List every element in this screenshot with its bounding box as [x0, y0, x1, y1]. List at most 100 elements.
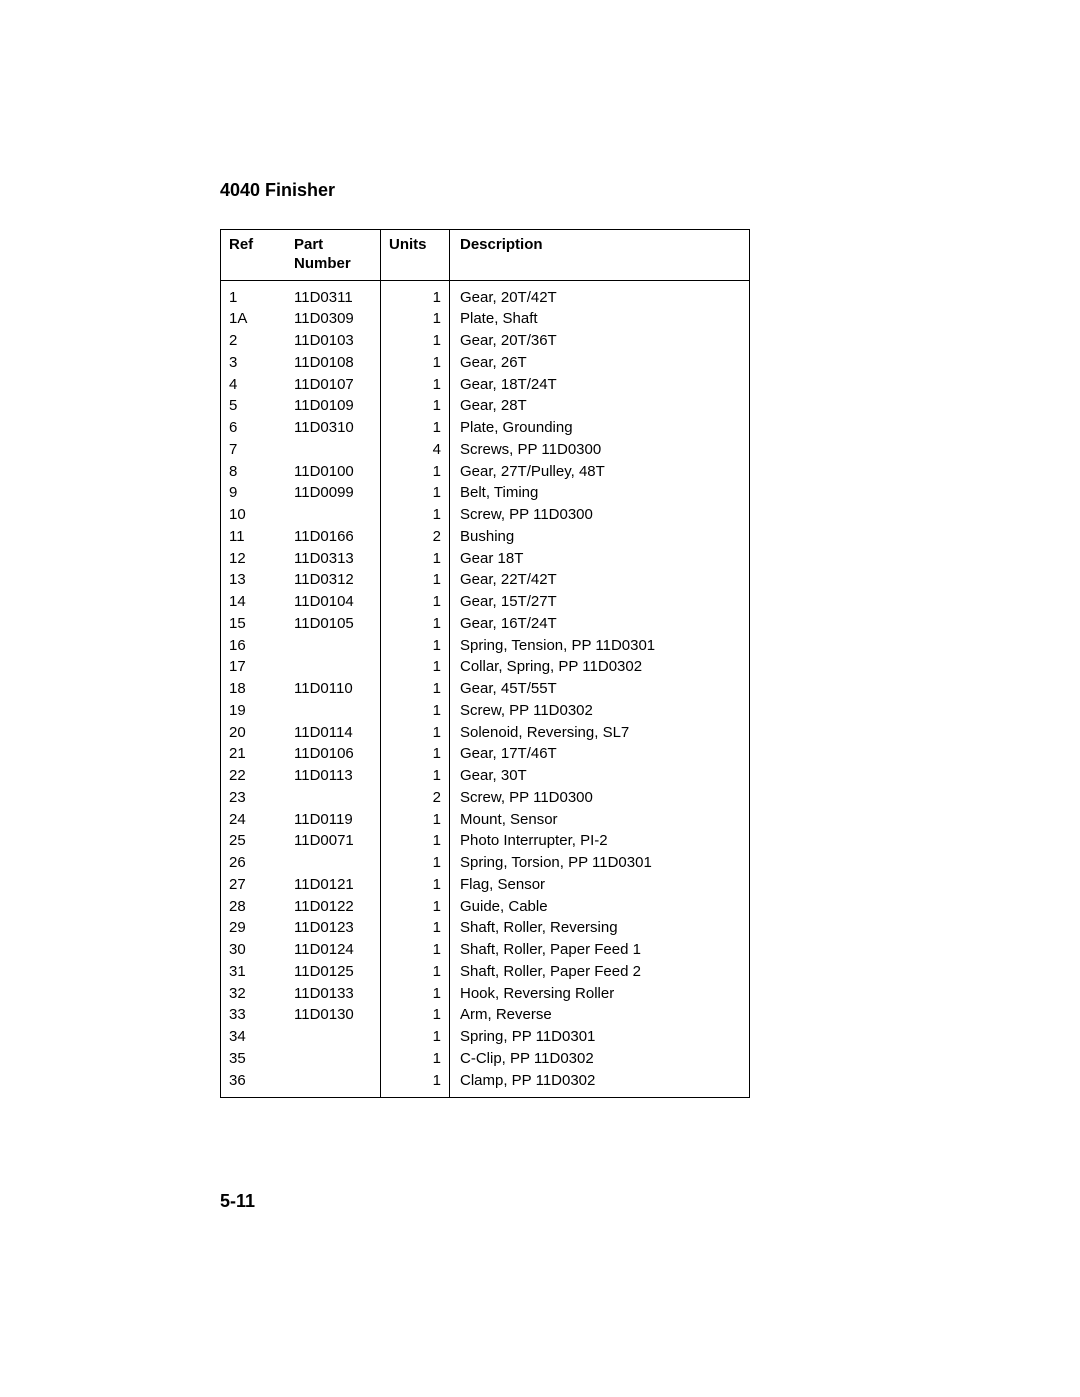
cell-description: Gear, 20T/36T [450, 330, 750, 352]
cell-description: Gear, 30T [450, 765, 750, 787]
table-row: 3311D01301Arm, Reverse [221, 1004, 750, 1026]
cell-units: 1 [381, 852, 450, 874]
table-row: 811D01001Gear, 27T/Pulley, 48T [221, 461, 750, 483]
cell-description: Gear, 18T/24T [450, 374, 750, 396]
cell-part-number: 11D0130 [294, 1004, 381, 1026]
table-row: 2111D01061Gear, 17T/46T [221, 743, 750, 765]
cell-part-number: 11D0104 [294, 591, 381, 613]
cell-description: Gear 18T [450, 548, 750, 570]
document-page: 4040 Finisher Ref Part Number Units Desc… [0, 0, 1080, 1397]
table-row: 311D01081Gear, 26T [221, 352, 750, 374]
cell-units: 2 [381, 787, 450, 809]
cell-units: 1 [381, 656, 450, 678]
cell-units: 1 [381, 1048, 450, 1070]
cell-part-number [294, 439, 381, 461]
table-row: 1211D03131Gear 18T [221, 548, 750, 570]
cell-description: Photo Interrupter, PI-2 [450, 830, 750, 852]
cell-description: C-Clip, PP 11D0302 [450, 1048, 750, 1070]
page-title: 4040 Finisher [220, 180, 860, 201]
cell-units: 1 [381, 700, 450, 722]
cell-units: 1 [381, 983, 450, 1005]
cell-ref: 22 [221, 765, 295, 787]
cell-units: 1 [381, 504, 450, 526]
header-ref: Ref [221, 230, 295, 281]
cell-description: Arm, Reverse [450, 1004, 750, 1026]
cell-ref: 21 [221, 743, 295, 765]
cell-part-number: 11D0311 [294, 280, 381, 308]
page-number: 5-11 [220, 1191, 255, 1212]
cell-description: Gear, 22T/42T [450, 569, 750, 591]
cell-units: 1 [381, 461, 450, 483]
cell-description: Gear, 15T/27T [450, 591, 750, 613]
cell-units: 1 [381, 917, 450, 939]
cell-part-number: 11D0100 [294, 461, 381, 483]
cell-description: Hook, Reversing Roller [450, 983, 750, 1005]
table-row: 361Clamp, PP 11D0302 [221, 1070, 750, 1098]
cell-part-number: 11D0125 [294, 961, 381, 983]
cell-ref: 16 [221, 635, 295, 657]
cell-ref: 15 [221, 613, 295, 635]
cell-description: Gear, 20T/42T [450, 280, 750, 308]
cell-part-number: 11D0103 [294, 330, 381, 352]
table-row: 1311D03121Gear, 22T/42T [221, 569, 750, 591]
table-row: 161Spring, Tension, PP 11D0301 [221, 635, 750, 657]
cell-part-number [294, 1026, 381, 1048]
cell-description: Spring, Tension, PP 11D0301 [450, 635, 750, 657]
cell-part-number: 11D0124 [294, 939, 381, 961]
cell-description: Gear, 16T/24T [450, 613, 750, 635]
cell-units: 1 [381, 939, 450, 961]
cell-ref: 12 [221, 548, 295, 570]
table-row: 1111D01662Bushing [221, 526, 750, 548]
cell-units: 1 [381, 722, 450, 744]
cell-part-number: 11D0108 [294, 352, 381, 374]
cell-units: 1 [381, 743, 450, 765]
table-row: 191Screw, PP 11D0302 [221, 700, 750, 722]
cell-part-number: 11D0133 [294, 983, 381, 1005]
cell-units: 4 [381, 439, 450, 461]
cell-ref: 17 [221, 656, 295, 678]
cell-description: Plate, Grounding [450, 417, 750, 439]
table-row: 111D03111Gear, 20T/42T [221, 280, 750, 308]
cell-ref: 33 [221, 1004, 295, 1026]
cell-units: 1 [381, 1026, 450, 1048]
cell-ref: 10 [221, 504, 295, 526]
cell-ref: 28 [221, 896, 295, 918]
table-row: 611D03101Plate, Grounding [221, 417, 750, 439]
cell-ref: 32 [221, 983, 295, 1005]
cell-part-number [294, 1070, 381, 1098]
cell-part-number: 11D0106 [294, 743, 381, 765]
cell-description: Belt, Timing [450, 482, 750, 504]
parts-table: Ref Part Number Units Description 111D03… [220, 229, 750, 1098]
table-row: 2211D01131Gear, 30T [221, 765, 750, 787]
cell-description: Gear, 17T/46T [450, 743, 750, 765]
cell-description: Gear, 26T [450, 352, 750, 374]
cell-units: 1 [381, 678, 450, 700]
table-row: 911D00991Belt, Timing [221, 482, 750, 504]
parts-tbody: 111D03111Gear, 20T/42T1A11D03091Plate, S… [221, 280, 750, 1098]
cell-ref: 9 [221, 482, 295, 504]
cell-description: Screw, PP 11D0300 [450, 504, 750, 526]
cell-description: Flag, Sensor [450, 874, 750, 896]
cell-description: Gear, 27T/Pulley, 48T [450, 461, 750, 483]
cell-part-number [294, 504, 381, 526]
header-part-l2: Number [294, 255, 351, 272]
cell-ref: 27 [221, 874, 295, 896]
cell-ref: 18 [221, 678, 295, 700]
table-row: 3011D01241Shaft, Roller, Paper Feed 1 [221, 939, 750, 961]
cell-description: Collar, Spring, PP 11D0302 [450, 656, 750, 678]
cell-ref: 14 [221, 591, 295, 613]
cell-ref: 25 [221, 830, 295, 852]
cell-part-number: 11D0105 [294, 613, 381, 635]
table-row: 3111D01251Shaft, Roller, Paper Feed 2 [221, 961, 750, 983]
table-row: 10 1Screw, PP 11D0300 [221, 504, 750, 526]
cell-ref: 35 [221, 1048, 295, 1070]
cell-units: 1 [381, 1004, 450, 1026]
table-row: 35 1C-Clip, PP 11D0302 [221, 1048, 750, 1070]
cell-ref: 20 [221, 722, 295, 744]
cell-part-number: 11D0099 [294, 482, 381, 504]
cell-part-number: 11D0121 [294, 874, 381, 896]
cell-ref: 11 [221, 526, 295, 548]
cell-units: 1 [381, 280, 450, 308]
cell-description: Shaft, Roller, Reversing [450, 917, 750, 939]
cell-units: 1 [381, 482, 450, 504]
